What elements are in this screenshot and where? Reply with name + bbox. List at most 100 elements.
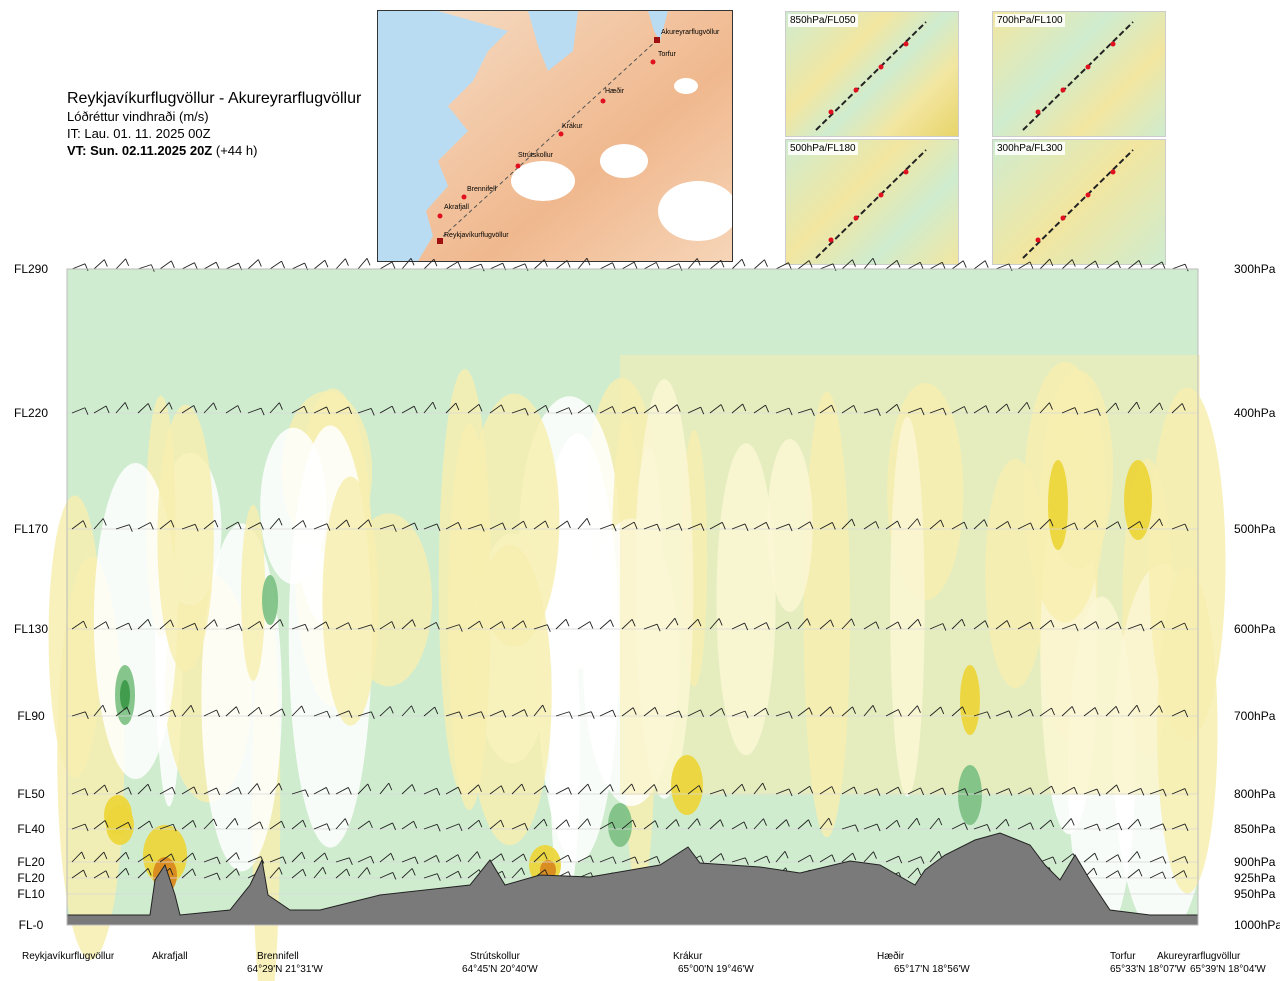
map-label-brennifell: Brennifell [467, 186, 497, 193]
wind-barb-flag [436, 824, 441, 832]
wind-barb-flag [435, 855, 440, 863]
wind-barb [1149, 620, 1162, 630]
wind-barb-flag [411, 784, 416, 792]
wind-barb [1017, 708, 1031, 717]
wind-barb-flag [810, 408, 815, 417]
wind-barb-flag [875, 521, 880, 529]
wind-barb [181, 523, 196, 530]
wind-barb-flag [1094, 520, 1099, 528]
wind-barb [137, 709, 151, 717]
wind-barb-flag [1049, 402, 1053, 410]
wind-barb [1127, 704, 1138, 717]
wind-barb-flag [568, 787, 572, 795]
wind-barb [599, 856, 614, 863]
wind-barb [929, 261, 943, 270]
wind-barb [401, 856, 416, 863]
right-axis-label: 700hPa [1234, 709, 1276, 723]
wind-barb-flag [83, 620, 87, 629]
left-axis-label: FL130 [14, 622, 48, 636]
wind-barb-flag [876, 408, 881, 417]
wind-barb [599, 523, 614, 530]
wind-barb [1039, 819, 1052, 830]
wind-barb-flag [1050, 620, 1055, 628]
wind-barb [533, 624, 548, 630]
wind-barb-flag [788, 711, 793, 719]
wind-barb-flag [764, 259, 768, 267]
wind-barb-flag [194, 524, 199, 532]
wind-barb-flag [1071, 259, 1076, 267]
wind-barb-flag [388, 782, 393, 791]
wind-barb-flag [524, 263, 529, 271]
wind-barb-flag [612, 856, 617, 865]
wind-barb [115, 622, 129, 630]
route-title: Reykjavíkurflugvöllur - Akureyrarflugvöl… [67, 90, 362, 107]
wind-barb-flag [238, 623, 243, 632]
wind-barb-flag [831, 405, 836, 413]
wind-barb [269, 867, 280, 879]
wind-barb-flag [105, 870, 110, 878]
wind-barb-flag [324, 852, 329, 861]
wind-barb [423, 855, 437, 863]
wind-barb [137, 783, 149, 795]
map-label-haedir: Hæðir [605, 88, 625, 95]
wind-barb [511, 620, 524, 630]
wind-barb [291, 623, 306, 630]
wind-barb [1105, 706, 1117, 717]
wind-barb [599, 619, 611, 630]
wind-barb-flag [347, 787, 352, 795]
wind-barb [225, 405, 239, 414]
wind-barb-flag [632, 819, 637, 828]
wind-barb-flag [103, 851, 108, 860]
field-cell [120, 680, 130, 710]
wind-barb [995, 818, 1007, 830]
wind-barb-flag [897, 520, 901, 529]
wind-barb-flag [568, 711, 573, 719]
wind-barb [1171, 403, 1183, 414]
wind-barb-flag [366, 258, 371, 266]
wind-barb [775, 788, 790, 795]
wind-barb [269, 518, 280, 530]
wind-barb [1017, 621, 1031, 630]
wind-barb [775, 819, 787, 830]
wind-barb [159, 402, 170, 414]
wind-barb [731, 622, 745, 630]
wind-barb-flag [522, 620, 527, 628]
wind-barb-flag [84, 711, 89, 720]
wind-barb [401, 868, 413, 879]
wind-barb [357, 855, 371, 863]
wind-barb-flag [1006, 620, 1011, 628]
wind-barb-flag [656, 624, 661, 632]
wind-barb-flag [370, 856, 375, 864]
wind-barb-flag [590, 855, 594, 863]
wind-barb [709, 707, 722, 717]
right-axis-label: 500hPa [1234, 522, 1276, 536]
wind-barb-flag [1052, 856, 1057, 865]
wind-barb [753, 259, 765, 270]
wind-barb-flag [303, 406, 308, 414]
wind-barb [885, 520, 898, 530]
wind-barb [599, 262, 613, 270]
wind-barb [1061, 522, 1075, 530]
wind-barb-flag [411, 619, 416, 627]
wind-barb [203, 709, 217, 717]
wind-barb [115, 524, 130, 530]
wind-barb [71, 407, 86, 414]
wind-barb-flag [942, 787, 947, 796]
wind-barb-flag [896, 404, 901, 412]
wind-barb-flag [500, 853, 505, 861]
map-label-reykjavik: Reykjavíkurflugvöllur [444, 232, 509, 239]
wind-barb-flag [147, 619, 152, 627]
wind-barb [489, 710, 504, 717]
wind-barb [225, 521, 239, 530]
wind-barb [1061, 623, 1076, 630]
wind-barb [555, 618, 567, 630]
wind-barb-flag [237, 787, 242, 795]
wind-barb [951, 521, 965, 530]
wind-barb-flag [763, 818, 767, 826]
wind-barb [511, 822, 525, 830]
wind-barb [1105, 784, 1117, 795]
wind-barb [335, 258, 346, 270]
wind-barb-flag [128, 524, 133, 532]
wind-barb [863, 823, 878, 830]
wind-barb [753, 622, 767, 630]
